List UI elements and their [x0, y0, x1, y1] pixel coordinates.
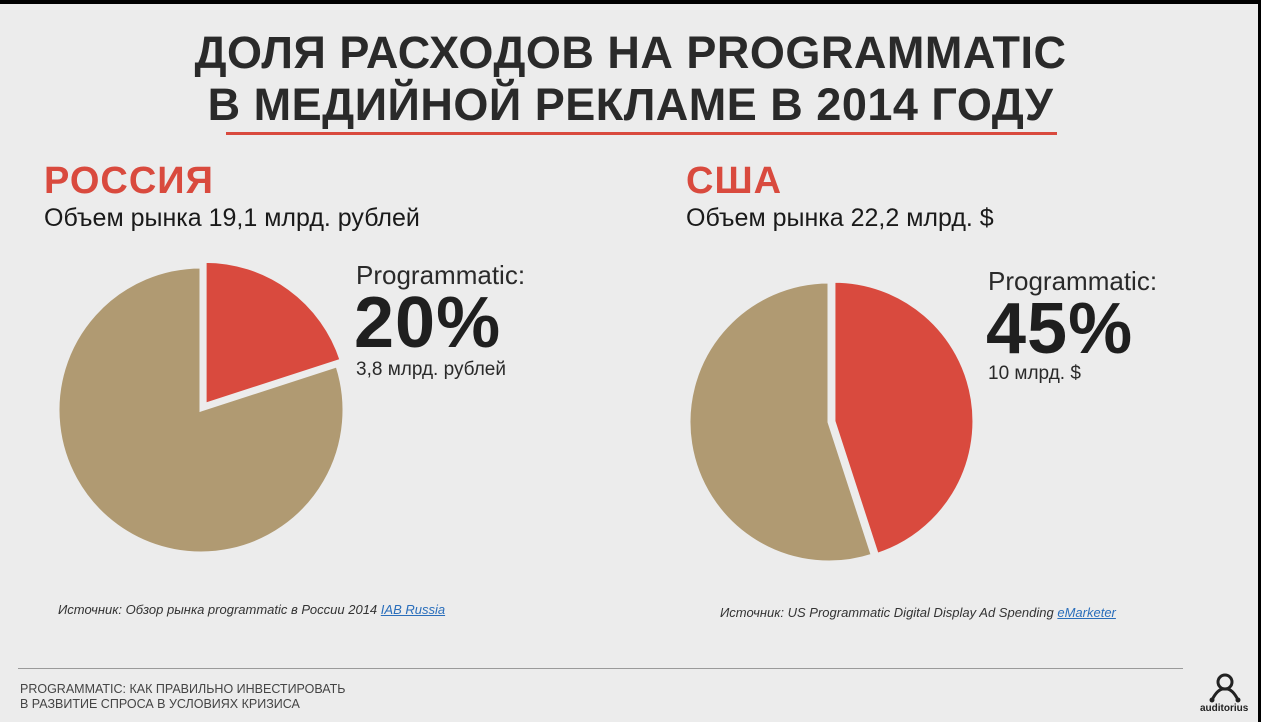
russia-source-text: Источник: Обзор рынка programmatic в Рос… — [58, 602, 378, 617]
russia-source-link[interactable]: IAB Russia — [380, 602, 446, 617]
russia-source: Источник: Обзор рынка programmatic в Рос… — [58, 602, 445, 617]
usa-programmatic-value: 10 млрд. $ — [988, 363, 1081, 384]
footer-line-1: PROGRAMMATIC: КАК ПРАВИЛЬНО ИНВЕСТИРОВАТ… — [20, 682, 346, 696]
usa-heading: США — [686, 160, 783, 202]
usa-slice-programmatic — [832, 279, 976, 557]
russia-market-size: Объем рынка 19,1 млрд. рублей — [44, 204, 420, 232]
footer-line-2: В РАЗВИТИЕ СПРОСА В УСЛОВИЯХ КРИЗИСА — [20, 697, 300, 711]
slide-title-line-2: В МЕДИЙНОЙ РЕКЛАМЕ В 2014 ГОДУ — [207, 79, 1054, 130]
usa-programmatic-label: Programmatic: — [988, 266, 1158, 296]
usa-pie-chart — [687, 279, 976, 564]
slide-title-line-1: ДОЛЯ РАСХОДОВ НА PROGRAMMATIC — [194, 27, 1067, 78]
usa-programmatic-percent: 45% — [986, 289, 1134, 369]
title-divider — [226, 132, 1057, 135]
usa-source: Источник: US Programmatic Digital Displa… — [720, 605, 1116, 620]
russia-programmatic-value: 3,8 млрд. рублей — [356, 359, 506, 380]
auditorius-logo-icon — [1209, 673, 1241, 703]
usa-market-size: Объем рынка 22,2 млрд. $ — [686, 204, 994, 232]
footer-divider — [18, 668, 1183, 669]
pie-charts — [56, 259, 976, 564]
russia-pie-chart — [56, 259, 346, 555]
usa-slice-other — [687, 280, 875, 564]
russia-slice-programmatic — [203, 259, 344, 407]
russia-slice-other — [56, 265, 346, 555]
slide: ДОЛЯ РАСХОДОВ НА PROGRAMMATIC В МЕДИЙНОЙ… — [0, 4, 1258, 722]
russia-programmatic-percent: 20% — [354, 283, 502, 363]
usa-source-text: Источник: US Programmatic Digital Displa… — [720, 605, 1054, 620]
russia-programmatic-label: Programmatic: — [356, 260, 526, 290]
auditorius-logo-text: auditorius — [1200, 703, 1249, 714]
russia-heading: РОССИЯ — [44, 160, 214, 202]
usa-source-link[interactable]: eMarketer — [1057, 605, 1116, 620]
